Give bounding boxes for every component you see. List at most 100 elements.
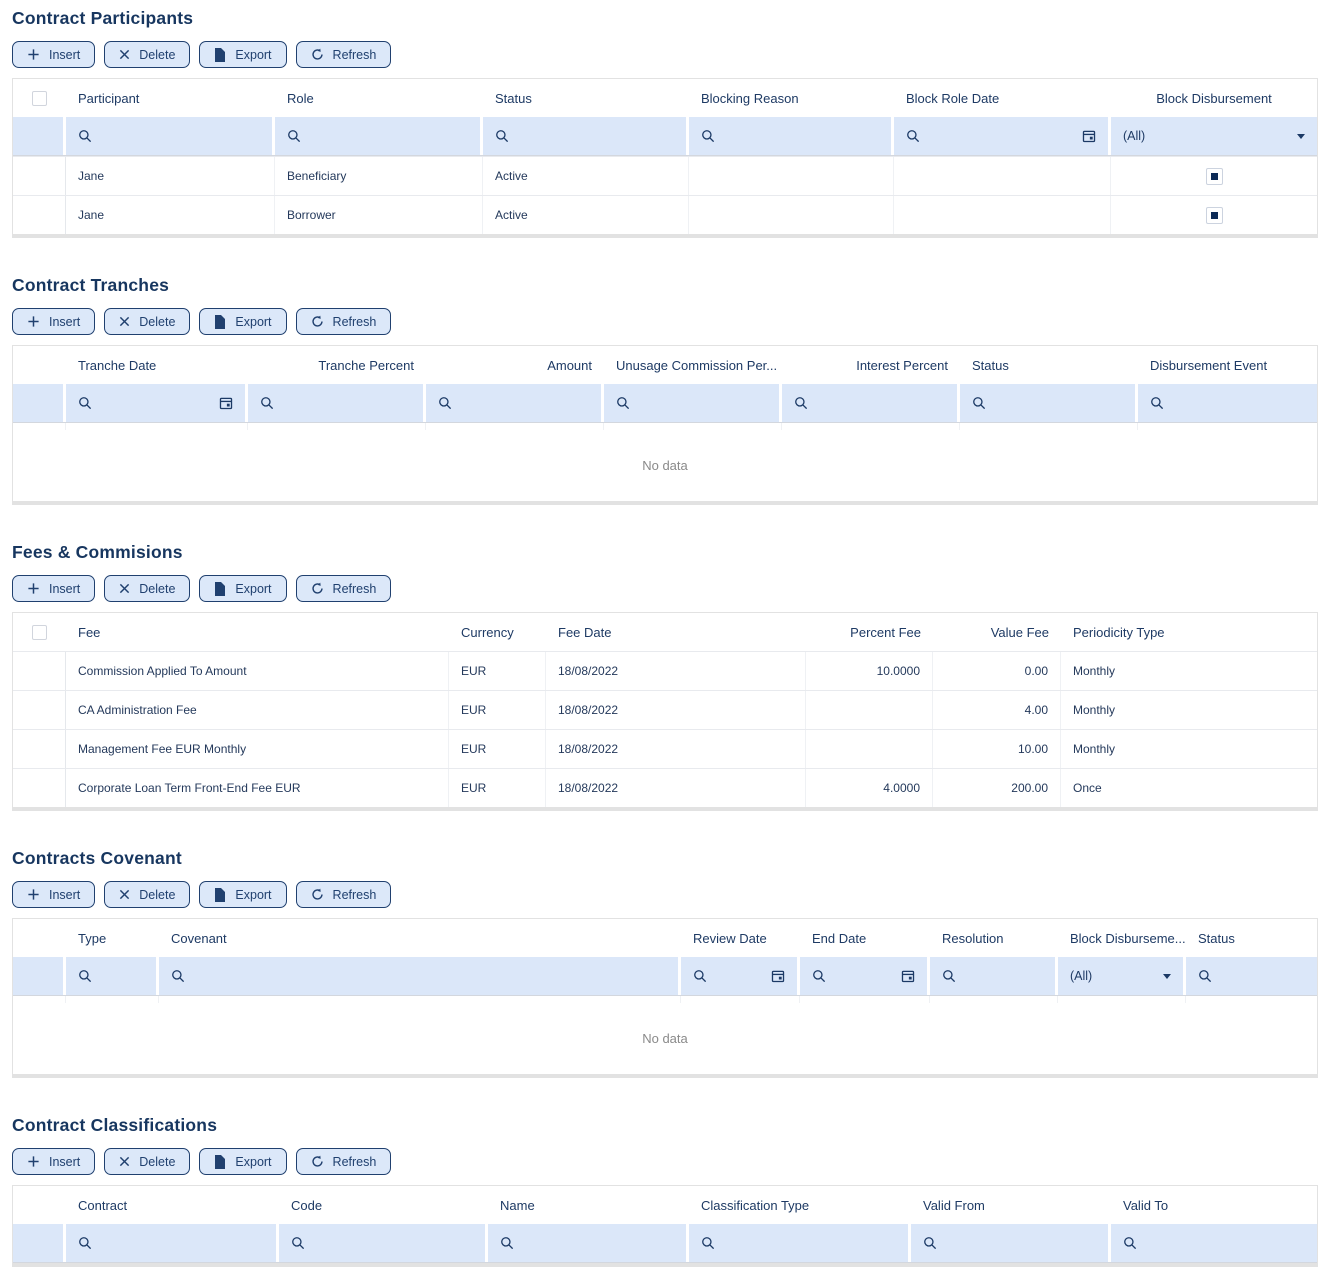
col-header-blocking-reason[interactable]: Blocking Reason (701, 90, 799, 106)
col-header-covenant[interactable]: Covenant (171, 930, 227, 946)
col-header-interest-percent[interactable]: Interest Percent (856, 357, 948, 373)
refresh-button[interactable]: Refresh (295, 308, 392, 335)
delete-button[interactable]: Delete (104, 41, 191, 68)
export-button[interactable]: Export (199, 575, 287, 602)
filter-resolution[interactable] (930, 957, 1058, 995)
table-row[interactable]: CA Administration Fee EUR 18/08/2022 4.0… (13, 690, 1317, 729)
filter-end-date[interactable] (800, 957, 930, 995)
col-header-status[interactable]: Status (972, 357, 1009, 373)
delete-button[interactable]: Delete (104, 1148, 191, 1175)
col-header-percent-fee[interactable]: Percent Fee (850, 624, 921, 640)
x-icon (120, 1156, 130, 1167)
filter-spacer-cell (13, 1224, 66, 1262)
insert-button[interactable]: Insert (12, 1148, 96, 1175)
col-header-periodicity-type[interactable]: Periodicity Type (1073, 624, 1165, 640)
delete-button[interactable]: Delete (104, 881, 191, 908)
export-button[interactable]: Export (199, 1148, 287, 1175)
select-all-checkbox[interactable] (32, 624, 47, 640)
filter-disbursement-event[interactable] (1138, 384, 1317, 422)
col-header-name[interactable]: Name (500, 1197, 535, 1213)
col-header-role[interactable]: Role (287, 90, 314, 106)
export-button[interactable]: Export (199, 41, 287, 68)
filter-tranche-date[interactable] (66, 384, 248, 422)
filter-contract[interactable] (66, 1224, 279, 1262)
col-header-currency[interactable]: Currency (461, 624, 514, 640)
filter-status[interactable] (1186, 957, 1317, 995)
export-button[interactable]: Export (199, 308, 287, 335)
col-header-classification-type[interactable]: Classification Type (701, 1197, 810, 1213)
insert-button[interactable]: Insert (12, 41, 96, 68)
col-header-valid-to[interactable]: Valid To (1123, 1197, 1169, 1213)
filter-covenant[interactable] (159, 957, 681, 995)
col-header-status[interactable]: Status (495, 90, 532, 106)
filter-blocking-reason[interactable] (689, 117, 894, 155)
filter-block-disbursement-select[interactable]: (All) (1058, 957, 1186, 995)
filter-valid-from[interactable] (911, 1224, 1111, 1262)
table-row[interactable]: Jane Beneficiary Active (13, 156, 1317, 195)
calendar-icon[interactable] (901, 969, 915, 983)
filter-review-date[interactable] (681, 957, 800, 995)
col-header-status[interactable]: Status (1198, 930, 1235, 946)
filter-code[interactable] (279, 1224, 488, 1262)
col-header-block-role-date[interactable]: Block Role Date (906, 90, 1000, 106)
refresh-button[interactable]: Refresh (295, 1148, 392, 1175)
refresh-button[interactable]: Refresh (295, 881, 392, 908)
col-header-type[interactable]: Type (78, 930, 107, 946)
col-header-unusage-commission[interactable]: Unusage Commission Per... (616, 357, 778, 373)
cell-percent-fee: 4.0000 (806, 769, 933, 807)
cell-value-fee: 200.00 (933, 769, 1061, 807)
col-header-disbursement-event[interactable]: Disbursement Event (1150, 357, 1268, 373)
col-header-block-disbursement[interactable]: Block Disbursement (1156, 90, 1272, 106)
filter-status[interactable] (483, 117, 689, 155)
insert-button[interactable]: Insert (12, 881, 96, 908)
col-header-fee-date[interactable]: Fee Date (558, 624, 612, 640)
indeterminate-checkbox[interactable] (1205, 167, 1223, 185)
filter-interest-percent[interactable] (782, 384, 960, 422)
filter-classification-type[interactable] (689, 1224, 911, 1262)
col-header-block-disbursement[interactable]: Block Disburseme... (1070, 930, 1186, 946)
col-header-end-date[interactable]: End Date (812, 930, 867, 946)
col-header-fee[interactable]: Fee (78, 624, 101, 640)
calendar-icon[interactable] (771, 969, 785, 983)
calendar-icon[interactable] (1082, 129, 1096, 143)
filter-tranche-percent[interactable] (248, 384, 426, 422)
col-header-review-date[interactable]: Review Date (693, 930, 767, 946)
insert-button[interactable]: Insert (12, 575, 96, 602)
filter-role[interactable] (275, 117, 483, 155)
col-header-value-fee[interactable]: Value Fee (990, 624, 1049, 640)
filter-unusage-commission[interactable] (604, 384, 782, 422)
col-header-amount[interactable]: Amount (547, 357, 592, 373)
table-row[interactable]: Commission Applied To Amount EUR 18/08/2… (13, 651, 1317, 690)
filter-valid-to[interactable] (1111, 1224, 1317, 1262)
filter-amount[interactable] (426, 384, 604, 422)
insert-button[interactable]: Insert (12, 308, 96, 335)
delete-button[interactable]: Delete (104, 575, 191, 602)
col-header-resolution[interactable]: Resolution (942, 930, 1004, 946)
section-contract-tranches: Contract Tranches Insert Delete Export R… (12, 274, 1318, 505)
filter-type[interactable] (66, 957, 159, 995)
table-row[interactable]: Corporate Loan Term Front-End Fee EUR EU… (13, 768, 1317, 807)
filter-participant[interactable] (66, 117, 275, 155)
table-row[interactable]: Management Fee EUR Monthly EUR 18/08/202… (13, 729, 1317, 768)
calendar-icon[interactable] (219, 396, 233, 410)
refresh-button[interactable]: Refresh (295, 575, 392, 602)
filter-block-role-date[interactable] (894, 117, 1111, 155)
filter-status[interactable] (960, 384, 1138, 422)
select-all-checkbox[interactable] (32, 90, 47, 106)
table-row[interactable]: Jane Borrower Active (13, 195, 1317, 234)
col-header-participant[interactable]: Participant (78, 90, 140, 106)
empty-row-sliver (13, 423, 1317, 430)
export-button[interactable]: Export (199, 881, 287, 908)
delete-button[interactable]: Delete (104, 308, 191, 335)
col-header-code[interactable]: Code (291, 1197, 323, 1213)
indeterminate-checkbox[interactable] (1205, 206, 1223, 224)
col-header-valid-from[interactable]: Valid From (923, 1197, 985, 1213)
col-header-tranche-percent[interactable]: Tranche Percent (318, 357, 414, 373)
cell-role: Borrower (275, 196, 483, 234)
button-label: Insert (49, 887, 81, 902)
col-header-tranche-date[interactable]: Tranche Date (78, 357, 157, 373)
filter-name[interactable] (488, 1224, 689, 1262)
refresh-button[interactable]: Refresh (295, 41, 392, 68)
col-header-contract[interactable]: Contract (78, 1197, 128, 1213)
filter-block-disbursement-select[interactable]: (All) (1111, 117, 1317, 155)
